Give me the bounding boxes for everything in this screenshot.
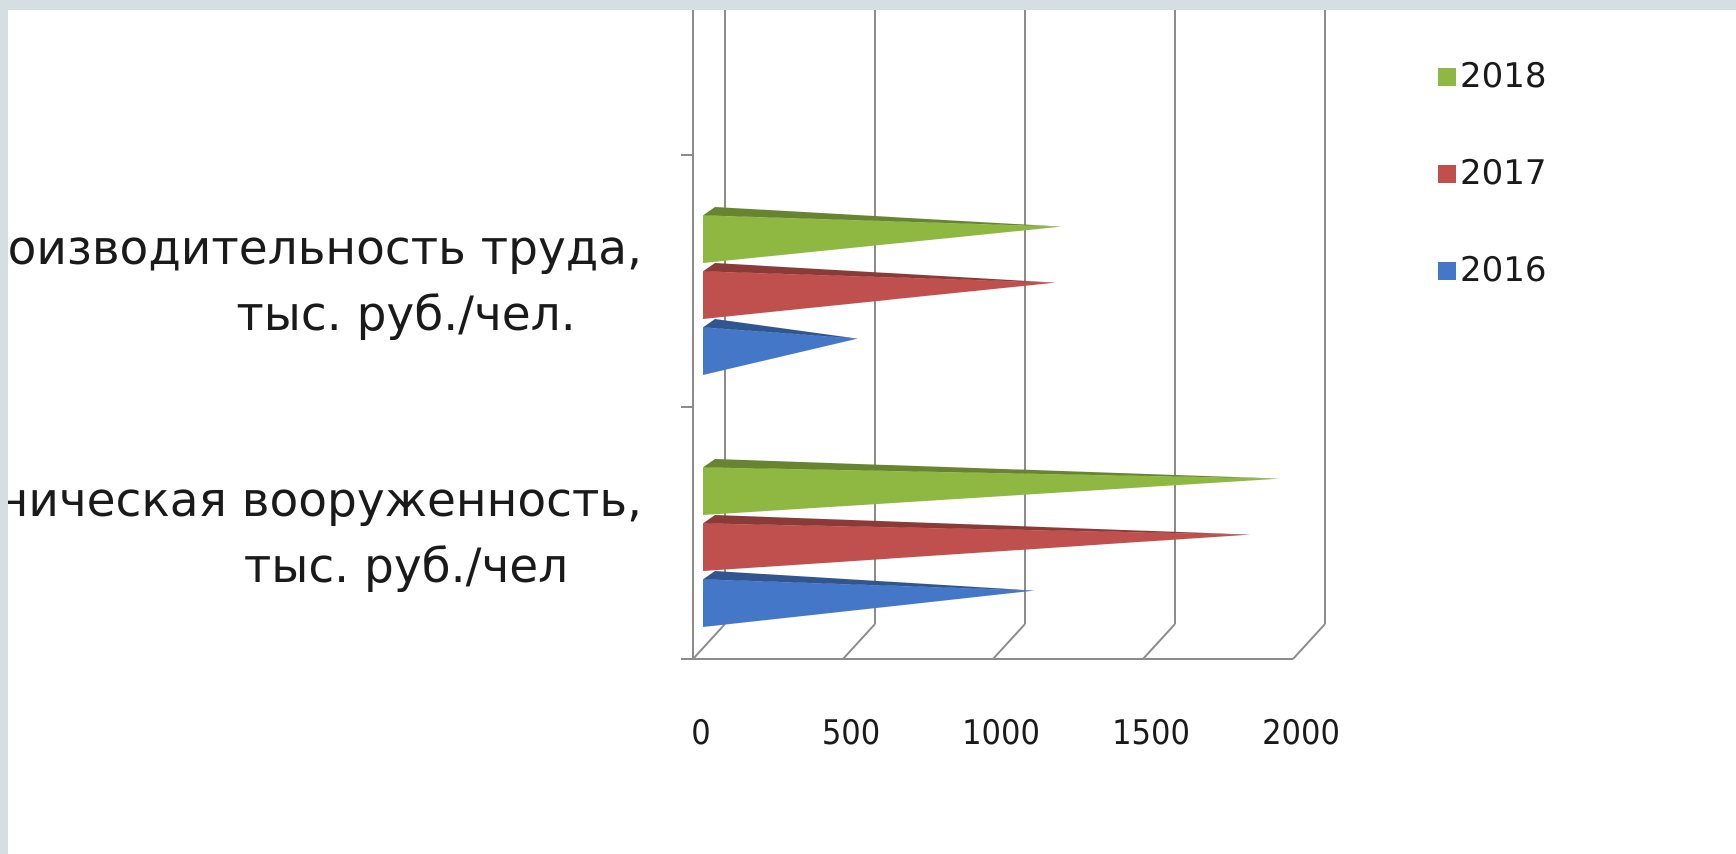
floor-gridline <box>1142 623 1176 660</box>
category-label: Производительность труда, <box>8 221 642 276</box>
bar-top-2017 <box>703 515 1251 535</box>
bar-2017[interactable] <box>703 523 1251 571</box>
x-tick-label: 0 <box>691 713 710 753</box>
legend-swatch-2016 <box>1438 262 1456 280</box>
chart-frame: Техническая вооруженность, тыс. руб./чел П… <box>8 10 1736 854</box>
x-tick-label: 500 <box>822 713 880 753</box>
legend-label-2016: 2016 <box>1460 250 1547 290</box>
bar-2017[interactable] <box>703 271 1056 319</box>
bar-top-2018 <box>703 207 1062 227</box>
x-tick-label: 1000 <box>962 713 1040 753</box>
legend-swatch-2017 <box>1438 165 1456 183</box>
category-label: Техническая вооруженность, <box>8 473 642 528</box>
bar-2016[interactable] <box>703 327 858 375</box>
x-tick-label: 1500 <box>1112 713 1190 753</box>
bar-top-2018 <box>703 459 1281 479</box>
floor-gridline <box>992 623 1026 660</box>
bar-top-2016 <box>703 319 858 339</box>
x-tick-label: 2000 <box>1262 713 1340 753</box>
legend-label-2017: 2017 <box>1460 153 1547 193</box>
floor-gridline <box>1292 623 1326 660</box>
floor-gridline <box>842 623 876 660</box>
legend-label-2018: 2018 <box>1460 56 1547 96</box>
bar-2018[interactable] <box>703 467 1281 515</box>
floor-gridline <box>692 623 726 660</box>
legend-swatch-2018 <box>1438 68 1456 86</box>
category-label: тыс. руб./чел. <box>236 287 575 342</box>
category-label: тыс. руб./чел <box>244 539 568 594</box>
bar-2016[interactable] <box>703 579 1035 627</box>
bar-top-2016 <box>703 571 1035 591</box>
chart: Техническая вооруженность, тыс. руб./чел П… <box>8 10 1547 753</box>
bar-2018[interactable] <box>703 215 1062 263</box>
bar-top-2017 <box>703 263 1056 283</box>
